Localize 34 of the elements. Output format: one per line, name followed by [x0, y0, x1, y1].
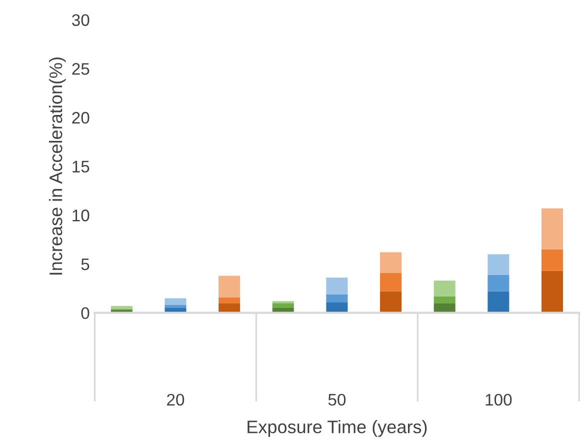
bar — [380, 291, 402, 313]
bar — [326, 278, 348, 294]
y-tick-label: 10 — [72, 210, 90, 222]
y-axis-title: Increase in Acceleration(%) — [48, 58, 66, 275]
bar — [218, 303, 240, 313]
bar — [488, 291, 510, 313]
y-tick-label: 15 — [72, 160, 90, 173]
bar — [434, 303, 456, 313]
bar — [488, 254, 510, 275]
bar — [434, 280, 456, 296]
x-tick-label: 20 — [167, 394, 184, 406]
bar — [164, 305, 186, 308]
bar — [218, 276, 240, 298]
bar — [541, 270, 564, 313]
bar — [434, 296, 456, 304]
bar — [326, 302, 348, 313]
y-tick-label: 20 — [72, 112, 90, 124]
y-tick-label: 0 — [81, 307, 90, 320]
bar — [541, 249, 564, 271]
bar — [380, 252, 402, 273]
y-tick-label: 5 — [81, 258, 90, 270]
bar — [488, 274, 510, 292]
x-tick-label: 50 — [328, 394, 346, 406]
bar — [110, 306, 132, 309]
bar — [541, 208, 564, 250]
bar — [164, 298, 186, 306]
bar — [272, 303, 294, 308]
x-axis-title: Exposure Time (years) — [248, 420, 427, 437]
bar — [218, 297, 240, 304]
bar — [380, 272, 402, 292]
y-tick-label: 30 — [72, 14, 90, 26]
x-tick-label: 100 — [486, 394, 512, 406]
y-tick-label: 25 — [72, 63, 90, 75]
bar — [326, 294, 348, 302]
